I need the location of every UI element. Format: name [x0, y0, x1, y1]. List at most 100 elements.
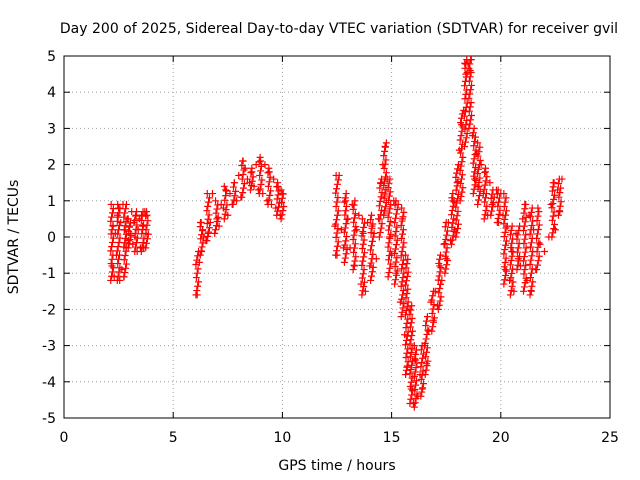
data-point [367, 246, 375, 254]
data-point [528, 221, 536, 229]
data-point [333, 216, 341, 224]
data-point [385, 179, 393, 187]
data-point [475, 161, 483, 169]
data-point [382, 169, 390, 177]
data-point [407, 349, 415, 357]
data-point [142, 244, 150, 252]
data-point [411, 399, 419, 407]
data-point [230, 196, 238, 204]
data-point [332, 233, 340, 241]
data-point [495, 210, 503, 218]
data-point [421, 371, 429, 379]
data-point [196, 251, 204, 259]
data-point [133, 208, 141, 216]
data-point [413, 390, 421, 398]
data-point [461, 138, 469, 146]
data-point [114, 260, 122, 268]
data-point [109, 205, 117, 213]
data-point [469, 159, 477, 167]
data-point [381, 173, 389, 181]
data-point [507, 226, 515, 234]
data-point [408, 332, 416, 340]
data-point [521, 248, 529, 256]
data-point [340, 258, 348, 266]
data-point [467, 56, 475, 64]
data-point [522, 261, 530, 269]
data-point [204, 215, 212, 223]
data-point [274, 179, 282, 187]
data-point [380, 152, 388, 160]
data-point [359, 240, 367, 248]
data-point [506, 261, 514, 269]
data-point [406, 370, 414, 378]
data-point [402, 353, 410, 361]
data-point [213, 217, 221, 225]
y-tick-label: -3 [42, 339, 56, 355]
data-point [386, 218, 394, 226]
data-point [114, 230, 122, 238]
data-point [381, 190, 389, 198]
data-point [457, 162, 465, 170]
data-point [549, 212, 557, 220]
data-point [266, 173, 274, 181]
data-point [423, 344, 431, 352]
data-point [352, 253, 360, 261]
data-point [381, 203, 389, 211]
data-point [407, 378, 415, 386]
data-point [360, 282, 368, 290]
data-point [222, 206, 230, 214]
data-point [407, 366, 415, 374]
data-point [468, 112, 476, 120]
data-point [402, 336, 410, 344]
data-point [466, 103, 474, 111]
data-point [342, 207, 350, 215]
data-point [391, 201, 399, 209]
data-point [131, 230, 139, 238]
data-point [520, 226, 528, 234]
data-point [495, 198, 503, 206]
data-point [476, 187, 484, 195]
data-point [385, 256, 393, 264]
data-point [398, 295, 406, 303]
data-point [360, 266, 368, 274]
data-point [548, 233, 556, 241]
data-point [398, 234, 406, 242]
data-point [554, 180, 562, 188]
data-point [527, 208, 535, 216]
data-point [399, 256, 407, 264]
data-point [441, 240, 449, 248]
data-point [448, 206, 456, 214]
data-point [447, 240, 455, 248]
data-point [493, 190, 501, 198]
data-point [411, 368, 419, 376]
data-point [350, 261, 358, 269]
data-point [392, 210, 400, 218]
data-point [143, 235, 151, 243]
data-point [265, 196, 273, 204]
data-point [376, 229, 384, 237]
data-point [533, 261, 541, 269]
data-point [341, 194, 349, 202]
data-point [120, 226, 128, 234]
data-point [471, 133, 479, 141]
data-point [456, 166, 464, 174]
data-point [404, 285, 412, 293]
data-point [481, 181, 489, 189]
data-point [458, 158, 466, 166]
data-point [351, 257, 359, 265]
data-point [397, 313, 405, 321]
data-point [256, 171, 264, 179]
data-point [404, 328, 412, 336]
data-point [449, 219, 457, 227]
data-point [521, 218, 529, 226]
data-point [423, 330, 431, 338]
data-point [332, 202, 340, 210]
data-point [378, 220, 386, 228]
data-point [520, 287, 528, 295]
data-point [437, 251, 445, 259]
data-point [392, 214, 400, 222]
data-point [380, 194, 388, 202]
data-point [333, 185, 341, 193]
data-point [122, 205, 130, 213]
data-point [333, 242, 341, 250]
